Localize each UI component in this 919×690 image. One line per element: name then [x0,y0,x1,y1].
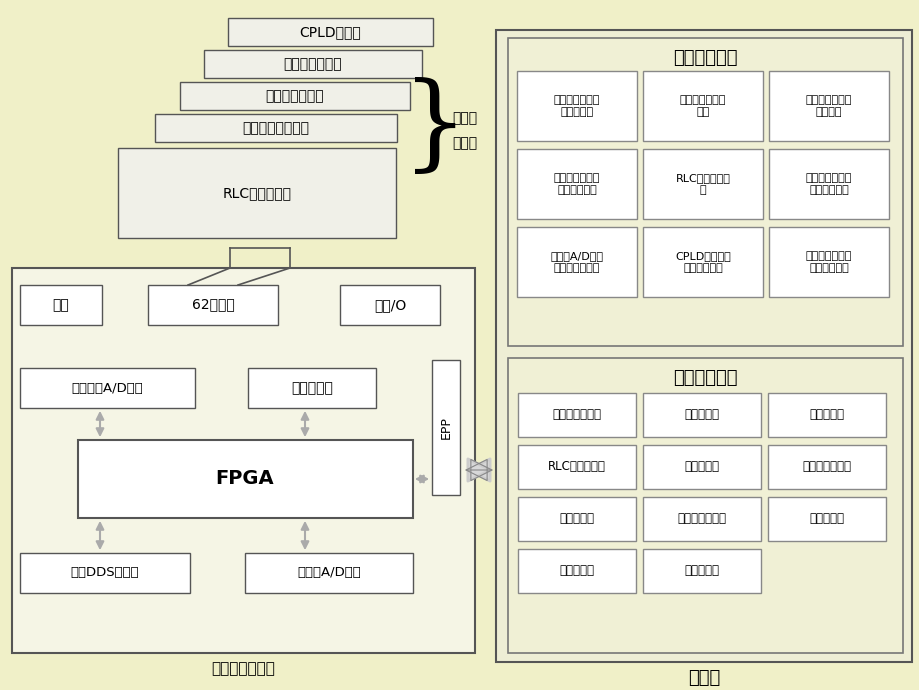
Text: 数字存储示波器: 数字存储示波器 [552,408,601,422]
Bar [768,71,888,141]
Bar [517,445,635,489]
Bar [148,285,278,325]
Text: 扩展/O: 扩展/O [373,298,405,312]
Text: 虚拟仪器仓库: 虚拟仪器仓库 [673,369,737,387]
Text: 两路高速A/D采集: 两路高速A/D采集 [71,382,142,395]
Text: 电子频率计测频
和调制的原理: 电子频率计测频 和调制的原理 [553,173,599,195]
Bar [642,549,760,593]
Text: 电子测量实验箱: 电子测量实验箱 [211,662,275,676]
Text: 双积分A/D原理
和直流电压测量: 双积分A/D原理 和直流电压测量 [550,251,603,273]
Text: 任意波形信号源: 任意波形信号源 [801,460,851,473]
Text: 电子测量实验: 电子测量实验 [673,49,737,67]
Text: 任意波形发生器
的设计与调试: 任意波形发生器 的设计与调试 [805,251,851,273]
Text: 交流电压表: 交流电压表 [809,408,844,422]
Text: 滤波器电路实验板: 滤波器电路实验板 [243,121,309,135]
Bar [12,268,474,653]
Bar [180,82,410,110]
Bar [204,50,422,78]
Text: 温度检测实验板: 温度检测实验板 [266,89,324,103]
Bar [642,393,760,437]
Bar [767,393,885,437]
Bar [767,445,885,489]
Text: 电源: 电源 [52,298,69,312]
Bar [767,497,885,541]
Text: }: } [402,77,468,179]
Bar [517,497,635,541]
Text: 数字存储示波器
原理和应用: 数字存储示波器 原理和应用 [553,95,599,117]
Text: EPP: EPP [439,417,452,440]
Bar [340,285,439,325]
Text: RLC元件参数测
量: RLC元件参数测 量 [675,173,730,195]
Text: 直流电压表: 直流电压表 [684,408,719,422]
Bar [432,360,460,495]
Bar [20,285,102,325]
Text: 函数发生器: 函数发生器 [684,460,719,473]
Text: 两路DDS信号源: 两路DDS信号源 [71,566,139,580]
Bar [642,227,762,297]
Bar [20,553,190,593]
Bar [642,497,760,541]
Bar [516,71,636,141]
Bar [642,149,762,219]
Text: 系列化: 系列化 [451,111,477,125]
Bar [118,148,395,238]
Text: 实验板: 实验板 [451,136,477,150]
Bar [248,368,376,408]
Text: CPLD实验板: CPLD实验板 [300,25,361,39]
Text: 扫频信号源: 扫频信号源 [684,564,719,578]
Text: 温度检测与控制
系统设计实验: 温度检测与控制 系统设计实验 [805,173,851,195]
Text: 电子计数器: 电子计数器 [559,513,594,526]
Bar [517,393,635,437]
Bar [154,114,397,142]
Bar [768,149,888,219]
Text: 62芯插座: 62芯插座 [191,297,234,311]
Bar [507,38,902,346]
Text: 电路自装实验板: 电路自装实验板 [283,57,342,71]
Text: RLC电路实验板: RLC电路实验板 [222,186,291,200]
Bar [507,358,902,653]
Text: RLC参数测试仪: RLC参数测试仪 [548,460,606,473]
Text: 交流电压表原理
实验: 交流电压表原理 实验 [679,95,725,117]
Bar [516,149,636,219]
Text: 双积分A/D转换: 双积分A/D转换 [297,566,360,580]
Text: FPGA: FPGA [215,469,274,489]
Bar [78,440,413,518]
Text: 逻辑分析仪: 逻辑分析仪 [809,513,844,526]
Bar [642,71,762,141]
Text: 逻辑分析仪的原
理及应用: 逻辑分析仪的原 理及应用 [805,95,851,117]
Bar [768,227,888,297]
Text: 电子计数器: 电子计数器 [290,381,333,395]
Bar [517,549,635,593]
Bar [516,227,636,297]
Text: 计算机: 计算机 [687,669,720,687]
Text: 频率特性测试仪: 频率特性测试仪 [676,513,726,526]
Bar [228,18,433,46]
Text: 频谱分析仪: 频谱分析仪 [559,564,594,578]
Bar [20,368,195,408]
Bar [244,553,413,593]
Bar [642,445,760,489]
Text: CPLD逻辑电路
的设计与调试: CPLD逻辑电路 的设计与调试 [675,251,730,273]
Bar [495,30,911,662]
